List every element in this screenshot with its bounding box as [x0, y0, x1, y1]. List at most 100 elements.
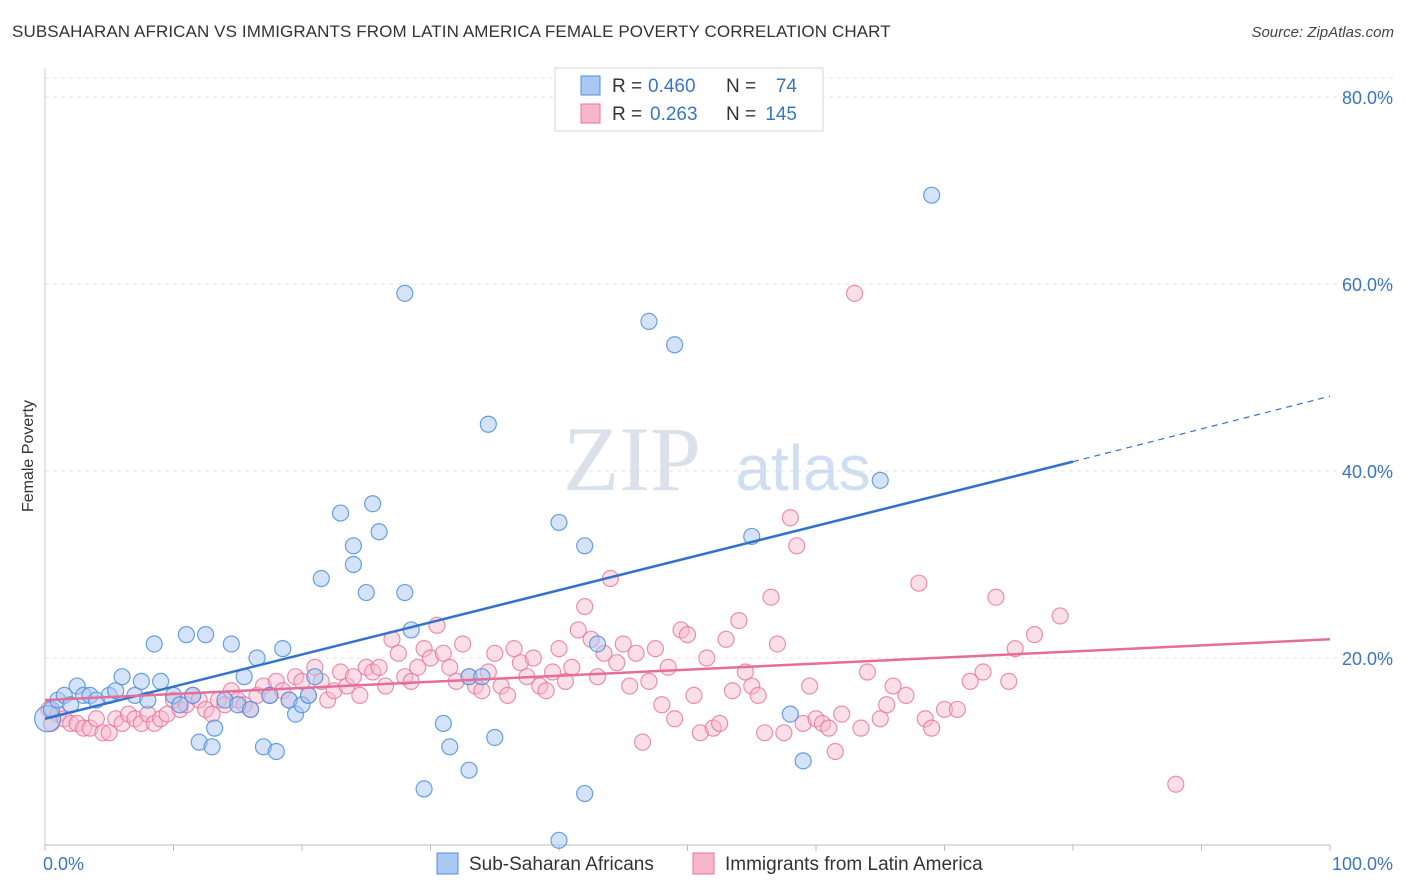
latin-america-point — [987, 588, 1005, 606]
latin-america-point — [563, 658, 581, 676]
latin-america-point — [627, 644, 645, 662]
latin-america-point — [768, 635, 787, 653]
bottom-legend: Sub-Saharan Africans Immigrants from Lat… — [436, 852, 983, 875]
latin-america-point — [871, 710, 889, 728]
subsaharan-point — [152, 672, 170, 690]
y-tick-label-20: 20.0% — [1342, 649, 1393, 669]
latin-america-point — [833, 705, 851, 723]
latin-america-point — [762, 588, 780, 606]
subsaharan-point — [588, 635, 607, 653]
latin-america-point — [659, 658, 677, 676]
latin-america-point — [569, 621, 587, 639]
latin-america-point — [723, 682, 742, 700]
subsaharan-point — [306, 668, 324, 686]
subsaharan-point — [486, 728, 504, 747]
series-latin-america-points — [40, 284, 1185, 793]
latin-america-point — [775, 724, 793, 742]
legend-box: R = 0.460 N = 74 R = 0.263 N = 145 — [554, 67, 824, 132]
bottom-legend-swatch-pink — [692, 852, 715, 875]
subsaharan-point — [479, 415, 497, 433]
latin-america-point — [415, 640, 433, 658]
subsaharan-point — [267, 742, 285, 761]
latin-america-point — [845, 284, 864, 302]
latin-america-point — [621, 677, 639, 695]
x-tick-label-max: 100.0% — [1332, 854, 1393, 874]
latin-america-point — [81, 719, 99, 737]
latin-america-point — [505, 640, 523, 658]
subsaharan-point — [396, 284, 414, 302]
latin-america-point — [961, 672, 979, 690]
grid-lines — [45, 77, 1394, 659]
latin-america-point — [749, 686, 767, 705]
latin-america-point — [370, 658, 388, 676]
subsaharan-point — [576, 537, 594, 555]
latin-america-point — [935, 700, 954, 719]
latin-america-point — [454, 635, 472, 653]
bottom-legend-label-pink: Immigrants from Latin America — [725, 854, 983, 875]
latin-america-point — [524, 649, 542, 667]
latin-america-point — [511, 654, 530, 672]
subsaharan-point — [434, 714, 452, 733]
legend-swatch-pink — [580, 103, 601, 124]
subsaharan-point — [441, 738, 459, 756]
latin-america-point — [331, 663, 350, 681]
legend-swatch-blue — [580, 75, 601, 96]
latin-america-point — [486, 644, 504, 662]
latin-america-point — [537, 682, 555, 700]
latin-america-point — [910, 574, 928, 592]
subsaharan-point — [794, 752, 812, 770]
latin-america-point — [678, 626, 697, 644]
latin-america-point — [576, 597, 594, 616]
chart-title: SUBSAHARAN AFRICAN VS IMMIGRANTS FROM LA… — [12, 22, 891, 41]
subsaharan-point — [473, 668, 491, 686]
y-axis-label: Female Poverty — [20, 400, 37, 512]
latin-america-point — [319, 691, 337, 709]
latin-america-point — [1000, 672, 1018, 690]
subsaharan-point — [132, 672, 150, 690]
latin-america-point — [666, 710, 684, 728]
subsaharan-point — [460, 761, 478, 779]
subsaharan-point — [261, 686, 279, 705]
latin-america-point — [897, 686, 915, 705]
subsaharan-point — [576, 784, 594, 803]
legend-r-label-1: R = — [612, 76, 642, 97]
latin-america-point — [691, 724, 709, 742]
latin-america-point — [113, 714, 131, 733]
latin-america-point — [550, 640, 568, 658]
latin-america-point — [556, 672, 575, 690]
latin-america-point — [499, 686, 517, 705]
subsaharan-point — [871, 471, 889, 489]
legend-n-value-2: 145 — [765, 104, 797, 125]
latin-america-point — [62, 714, 80, 733]
legend-n-label-2: N = — [726, 104, 756, 125]
subsaharan-point — [923, 186, 941, 204]
latin-america-point — [858, 663, 877, 681]
subsaharan-point — [396, 583, 414, 602]
source-label: Source: ZipAtlas.com — [1251, 24, 1394, 41]
latin-america-point — [794, 714, 812, 733]
latin-america-point — [1167, 775, 1185, 793]
subsaharan-point — [242, 700, 260, 719]
legend-n-label-1: N = — [726, 76, 756, 97]
subsaharan-point — [344, 555, 362, 574]
subsaharan-point — [357, 583, 375, 602]
watermark-atlas: atlas — [735, 432, 870, 504]
subsaharan-point — [274, 640, 292, 658]
subsaharan-point — [550, 831, 568, 849]
subsaharan-point — [402, 621, 420, 639]
latin-america-point — [1006, 640, 1024, 658]
latin-america-point — [781, 509, 799, 527]
subsaharan-point — [666, 336, 684, 354]
latin-america-point — [376, 677, 395, 695]
latin-america-point — [974, 663, 992, 681]
latin-america-point — [826, 742, 844, 761]
subsaharan-point — [781, 705, 799, 723]
latin-america-point — [389, 644, 407, 662]
subsaharan-point — [370, 523, 388, 541]
latin-america-trend-line — [44, 638, 1331, 702]
latin-america-point — [441, 658, 459, 676]
subsaharan-point — [206, 719, 224, 737]
latin-america-point — [685, 686, 703, 705]
latin-america-point — [614, 635, 632, 653]
subsaharan-point — [184, 686, 202, 705]
